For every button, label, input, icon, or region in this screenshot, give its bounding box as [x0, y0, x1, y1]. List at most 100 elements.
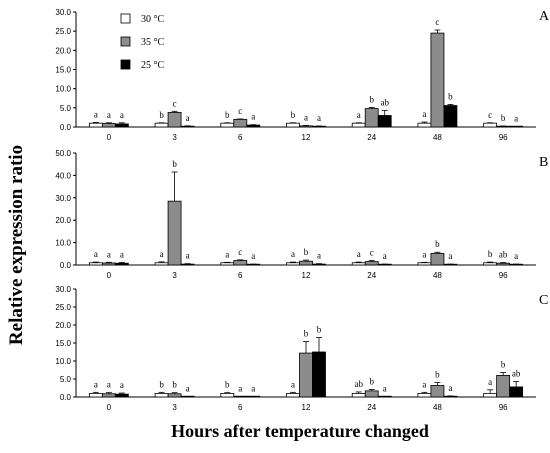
significance-letter: a [225, 249, 229, 259]
significance-letter: a [94, 379, 98, 389]
significance-letter: a [186, 251, 190, 261]
bar [430, 252, 445, 266]
bar [233, 118, 248, 128]
significance-letter: a [186, 113, 190, 123]
bar [114, 123, 129, 128]
panel-letter: A [539, 9, 550, 24]
y-tick-label: 40.0 [55, 171, 71, 180]
significance-letter: ab [499, 250, 508, 260]
x-tick-label: 96 [499, 403, 508, 412]
significance-letter: a [251, 251, 255, 261]
x-tick-label: 12 [302, 133, 311, 142]
significance-letter: a [160, 249, 164, 259]
y-tick-label: 5.0 [60, 375, 72, 384]
bar [286, 392, 300, 398]
x-tick-label: 0 [107, 133, 112, 142]
bar [101, 393, 116, 398]
x-tick-label: 48 [433, 403, 442, 412]
significance-letter: a [448, 251, 452, 261]
significance-letter: a [383, 383, 387, 393]
y-tick-label: 30.0 [55, 285, 71, 294]
significance-letter: b [488, 249, 493, 259]
significance-letter: b [225, 110, 230, 120]
significance-letter: b [304, 329, 309, 339]
bar [430, 32, 445, 128]
bar [483, 262, 498, 266]
bar [88, 122, 103, 128]
significance-letter: b [159, 379, 164, 389]
bar [101, 262, 116, 266]
y-tick-label: 5.0 [60, 104, 72, 113]
bar [299, 125, 313, 128]
significance-letter: a [94, 109, 98, 119]
x-tick-label: 96 [499, 271, 508, 280]
significance-letter: b [172, 380, 177, 390]
bar [377, 115, 392, 128]
legend-swatch [120, 59, 131, 70]
x-axis-label: Hours after temperature changed [171, 421, 429, 441]
significance-letter: b [435, 370, 440, 380]
bar [180, 125, 195, 128]
bar [286, 262, 300, 266]
bar [443, 105, 458, 128]
bar [88, 262, 103, 266]
bar [101, 123, 116, 128]
significance-letter: a [448, 383, 452, 393]
x-tick-label: 48 [433, 133, 442, 142]
significance-letter: a [251, 112, 255, 122]
y-tick-label: 30.0 [55, 8, 71, 17]
bar [312, 263, 326, 266]
panel-letter: C [539, 293, 548, 308]
bar [246, 124, 261, 128]
x-tick-label: 6 [238, 133, 243, 142]
significance-letter: c [370, 248, 374, 258]
bar [483, 122, 498, 128]
y-tick-label: 20.0 [55, 46, 71, 55]
bar [417, 262, 432, 266]
significance-letter: a [186, 383, 190, 393]
bar [430, 385, 445, 398]
bar [154, 392, 169, 398]
significance-letter: a [514, 251, 518, 261]
significance-letter: c [238, 106, 242, 116]
y-tick-label: 20.0 [55, 216, 71, 225]
significance-letter: a [422, 249, 426, 259]
legend-label: 35 °C [141, 37, 164, 48]
x-tick-label: 6 [238, 271, 243, 280]
bar [417, 392, 432, 398]
significance-letter: b [369, 94, 374, 104]
y-axis-label: Relative expression ratio [6, 144, 27, 346]
significance-letter: c [238, 247, 242, 257]
bar [220, 122, 235, 128]
significance-letter: b [501, 360, 506, 370]
bar [180, 263, 195, 266]
bar [496, 374, 511, 398]
x-tick-label: 3 [172, 133, 177, 142]
bar [233, 260, 248, 266]
bar [88, 392, 103, 398]
significance-letter: ab [512, 369, 521, 379]
x-tick-label: 96 [499, 133, 508, 142]
y-tick-label: 25.0 [55, 27, 71, 36]
significance-letter: b [435, 239, 440, 249]
significance-letter: a [357, 249, 361, 259]
bar [351, 122, 366, 128]
x-tick-label: 24 [367, 403, 376, 412]
x-tick-label: 0 [107, 271, 112, 280]
y-tick-label: 10.0 [55, 357, 71, 366]
bar [351, 262, 366, 266]
significance-letter: a [304, 112, 308, 122]
x-tick-label: 6 [238, 403, 243, 412]
significance-letter: b [291, 110, 296, 120]
y-tick-label: 10.0 [55, 85, 71, 94]
bar [220, 262, 235, 266]
significance-letter: a [107, 380, 111, 390]
y-tick-label: 0.0 [60, 123, 72, 132]
x-tick-label: 3 [172, 403, 177, 412]
y-axis-label-box: Relative expression ratio [4, 95, 30, 395]
bar [286, 122, 300, 128]
significance-letter: a [422, 379, 426, 389]
bar [167, 393, 182, 398]
bar [167, 112, 182, 128]
